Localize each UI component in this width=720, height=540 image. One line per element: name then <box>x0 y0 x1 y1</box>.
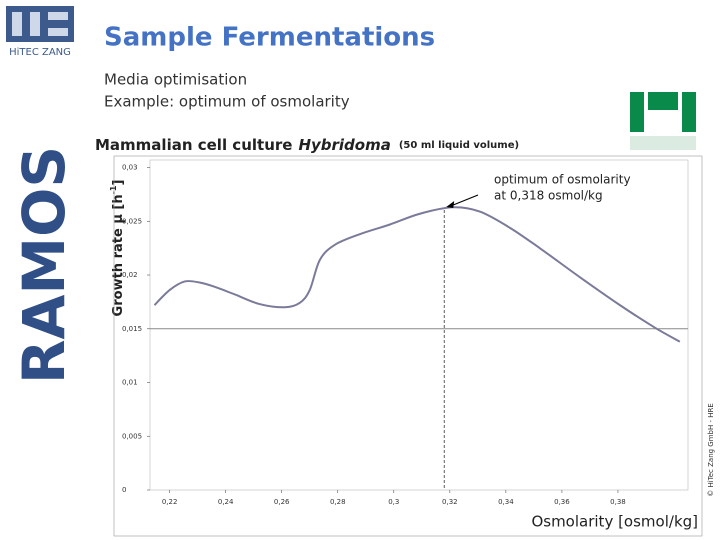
copyright: © HiTec Zang GmbH - HRE <box>707 403 715 497</box>
y-axis-label: Growth rate µ [h-1] <box>109 180 126 317</box>
label-part: Growth rate µ [h <box>111 194 126 316</box>
x-tick-label: 0,28 <box>330 498 346 506</box>
label-part: -1 <box>109 185 118 194</box>
title-part: Mammalian cell culture <box>95 136 292 154</box>
y-tick-label: 0,02 <box>122 271 138 279</box>
logo-text: HiTEC ZANG <box>9 47 71 58</box>
title-part: (50 ml liquid volume) <box>399 140 519 151</box>
x-tick-label: 0,36 <box>554 498 570 506</box>
x-tick-label: 0,24 <box>218 498 234 506</box>
x-tick-label: 0,32 <box>442 498 458 506</box>
y-tick-label: 0 <box>122 486 126 494</box>
y-tick-label: 0,01 <box>122 379 138 387</box>
logo-fh <box>630 92 696 150</box>
logo-glyph <box>12 12 68 36</box>
logo-hitec: HiTEC ZANG <box>6 6 74 58</box>
y-tick-label: 0,025 <box>122 217 142 225</box>
chart-title: Mammalian cell culture Hybridoma (50 ml li… <box>95 136 519 154</box>
subtitle: Media optimisation <box>104 71 247 89</box>
logo-bar <box>630 92 644 132</box>
title-part: Hybridoma <box>298 136 390 154</box>
label-part: ] <box>111 180 126 186</box>
x-tick-label: 0,38 <box>610 498 626 506</box>
y-tick-label: 0,03 <box>122 164 138 172</box>
x-tick-label: 0,3 <box>388 498 399 506</box>
plot: 0 0,005 0,01 0,015 0,02 0,025 0,03 0,22 0,24 0,26… <box>122 159 689 506</box>
annotation: optimum of osmolarity <box>494 173 631 187</box>
chart-frame <box>113 155 703 537</box>
logo-caption <box>630 136 696 150</box>
plot-area <box>149 159 689 491</box>
arrow-head <box>446 201 455 208</box>
x-axis-label: Osmolarity [osmol/kg] <box>531 513 698 531</box>
logo-bar <box>682 92 696 132</box>
y-tick-label: 0,015 <box>122 325 142 333</box>
slide-title: Sample Fermentations <box>104 23 435 53</box>
x-tick-label: 0,22 <box>162 498 178 506</box>
side-logo: RAMOS <box>10 146 78 384</box>
x-tick-label: 0,26 <box>274 498 290 506</box>
data-line <box>153 206 681 343</box>
logo-bar <box>648 92 678 110</box>
y-tick-label: 0,005 <box>122 432 142 440</box>
annotation: at 0,318 osmol/kg <box>494 189 603 203</box>
x-tick-label: 0,34 <box>498 498 514 506</box>
subtitle: Example: optimum of osmolarity <box>104 93 350 111</box>
